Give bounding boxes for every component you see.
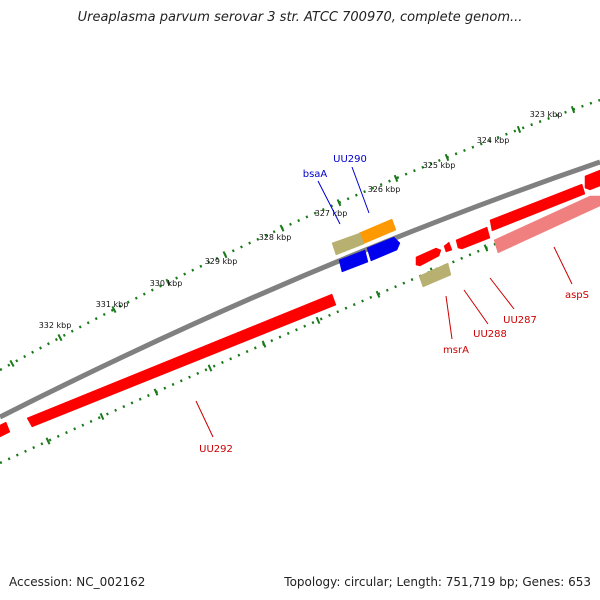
gene-feature	[443, 241, 453, 253]
ruler-tick-label: 330 kbp	[150, 279, 183, 288]
accession-label: Accession: NC_002162	[9, 575, 146, 589]
gene-feature	[0, 421, 11, 438]
outer-ruler-major-ticks	[9, 105, 576, 367]
ruler-tick-label: 328 kbp	[259, 233, 292, 242]
ruler-major-tick	[45, 437, 51, 445]
ruler-tick-label: 331 kbp	[96, 300, 129, 309]
gene-aspS	[493, 195, 600, 254]
gene-feature	[455, 226, 491, 250]
gene-feature	[584, 169, 600, 191]
ruler-tick-label: 323 kbp	[530, 110, 563, 119]
ruler-major-tick	[57, 334, 63, 342]
ruler-major-tick	[375, 290, 381, 298]
gene-label-aspS: aspS	[565, 290, 589, 301]
ruler-major-tick	[165, 278, 171, 286]
ruler-major-tick	[483, 244, 489, 252]
ruler-major-tick	[261, 340, 267, 348]
ruler-major-tick	[153, 388, 159, 396]
ruler-major-tick	[393, 174, 399, 182]
gene-label-UU288: UU288	[473, 329, 507, 340]
gene-feature	[366, 236, 401, 262]
ruler-major-tick	[222, 251, 228, 259]
ruler-tick-label: 327 kbp	[315, 209, 348, 218]
ruler-tick-label: 329 kbp	[205, 257, 238, 266]
ruler-major-tick	[207, 364, 213, 372]
ruler-major-tick	[99, 412, 105, 421]
gene-label-UU290: UU290	[333, 154, 367, 165]
genome-backbone	[0, 159, 600, 420]
gene-feature	[489, 183, 586, 232]
gene-label-bsaA: bsaA	[303, 169, 328, 180]
genome-summary: Topology: circular; Length: 751,719 bp; …	[284, 575, 591, 589]
outer-scale-ruler	[0, 98, 600, 372]
ruler-tick-label: 326 kbp	[368, 185, 401, 194]
ruler-major-tick	[336, 199, 342, 207]
ruler-major-tick	[570, 105, 576, 114]
ruler-major-tick	[9, 359, 15, 367]
ruler-tick-label: 324 kbp	[477, 136, 510, 145]
gene-UU292	[26, 293, 337, 428]
ruler-major-tick	[279, 224, 285, 232]
gene-msrA	[415, 247, 442, 267]
gene-label-UU292: UU292	[199, 444, 233, 455]
gene-label-msrA: msrA	[443, 345, 469, 356]
ruler-major-tick	[516, 125, 522, 134]
gene-bsaA	[331, 232, 365, 256]
map-title: Ureaplasma parvum serovar 3 str. ATCC 70…	[77, 10, 523, 25]
ruler-tick-labels: 323 kbp 324 kbp 325 kbp 326 kbp 327 kbp 328 k…	[39, 110, 563, 330]
ruler-major-tick	[111, 305, 117, 314]
gene-feature	[338, 249, 369, 273]
ruler-tick-label: 332 kbp	[39, 321, 72, 330]
ruler-major-tick	[315, 316, 321, 325]
label-callout-lines	[195, 166, 573, 438]
ruler-major-tick	[444, 153, 450, 162]
gene-label-UU287: UU287	[503, 315, 537, 326]
gene-UU288	[418, 262, 452, 288]
ruler-tick-label: 325 kbp	[423, 161, 456, 170]
